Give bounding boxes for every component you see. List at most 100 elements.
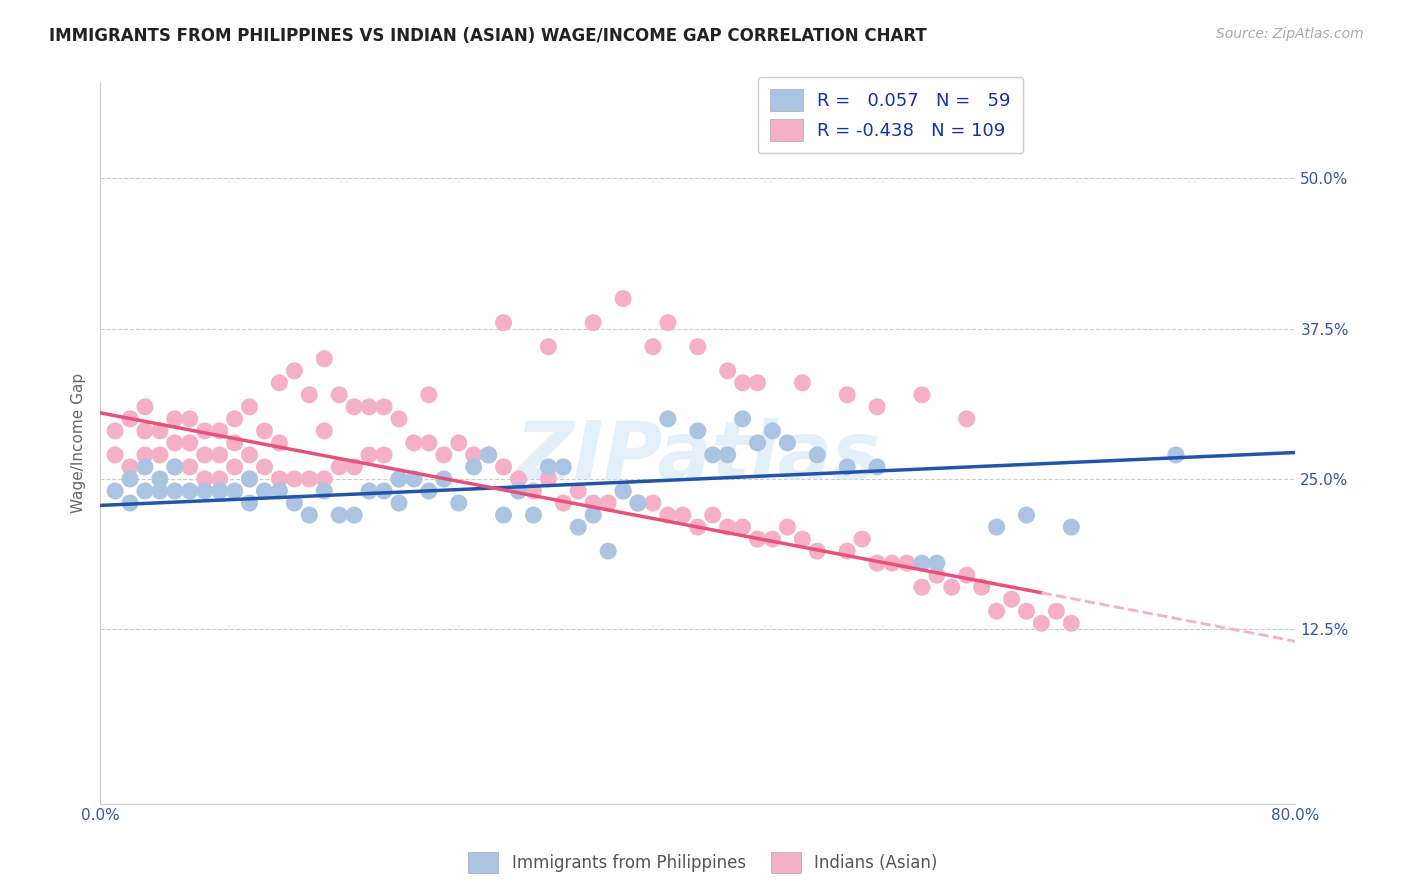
Point (104, 424, 127, 438)
Point (806, 448, 828, 462)
Point (672, 508, 695, 522)
Point (179, 459, 201, 474)
Point (238, 496, 260, 510)
Point (224, 412, 246, 426)
Point (612, 483, 634, 498)
Point (418, 388, 440, 402)
Text: Source: ZipAtlas.com: Source: ZipAtlas.com (1216, 27, 1364, 41)
Point (134, 483, 156, 498)
Point (208, 448, 231, 462)
Point (269, 376, 291, 390)
Point (657, 316, 679, 330)
Point (269, 483, 291, 498)
Point (433, 472, 456, 486)
Point (298, 508, 321, 522)
Point (627, 496, 650, 510)
Point (463, 448, 485, 462)
Point (163, 459, 186, 474)
Point (283, 496, 305, 510)
Point (238, 400, 260, 414)
Point (253, 483, 276, 498)
Point (224, 483, 246, 498)
Point (537, 472, 560, 486)
Point (837, 388, 859, 402)
Point (582, 508, 605, 522)
Point (104, 483, 127, 498)
Point (686, 520, 709, 534)
Point (776, 436, 799, 450)
Point (582, 316, 605, 330)
Point (179, 483, 201, 498)
Point (149, 448, 172, 462)
Point (747, 532, 769, 546)
Point (134, 424, 156, 438)
Point (731, 520, 754, 534)
Point (956, 412, 979, 426)
Point (118, 412, 141, 426)
Point (194, 424, 217, 438)
Point (747, 376, 769, 390)
Text: ZIPatlas: ZIPatlas (515, 418, 880, 496)
Point (343, 459, 366, 474)
Legend: R =   0.057   N =   59, R = -0.438   N = 109: R = 0.057 N = 59, R = -0.438 N = 109 (758, 77, 1024, 153)
Point (478, 448, 501, 462)
Point (463, 459, 485, 474)
Point (163, 436, 186, 450)
Point (911, 388, 934, 402)
Point (567, 483, 589, 498)
Point (359, 483, 381, 498)
Point (896, 556, 918, 570)
Point (149, 424, 172, 438)
Point (537, 340, 560, 354)
Point (269, 436, 291, 450)
Point (508, 483, 530, 498)
Y-axis label: Wage/Income Gap: Wage/Income Gap (72, 373, 86, 513)
Point (402, 472, 425, 486)
Point (134, 459, 156, 474)
Point (298, 472, 321, 486)
Point (194, 483, 217, 498)
Point (792, 532, 814, 546)
Point (1045, 604, 1067, 618)
Point (224, 436, 246, 450)
Point (343, 400, 366, 414)
Point (1164, 448, 1187, 462)
Point (134, 400, 156, 414)
Point (641, 340, 664, 354)
Point (1015, 604, 1038, 618)
Point (373, 448, 395, 462)
Point (866, 400, 889, 414)
Point (194, 472, 217, 486)
Point (418, 483, 440, 498)
Point (253, 424, 276, 438)
Point (522, 508, 544, 522)
Point (986, 604, 1008, 618)
Point (298, 388, 321, 402)
Point (478, 448, 501, 462)
Text: IMMIGRANTS FROM PHILIPPINES VS INDIAN (ASIAN) WAGE/INCOME GAP CORRELATION CHART: IMMIGRANTS FROM PHILIPPINES VS INDIAN (A… (49, 27, 927, 45)
Point (343, 508, 366, 522)
Legend: Immigrants from Philippines, Indians (Asian): Immigrants from Philippines, Indians (As… (461, 846, 945, 880)
Point (731, 376, 754, 390)
Point (717, 520, 740, 534)
Point (134, 448, 156, 462)
Point (1060, 520, 1083, 534)
Point (837, 459, 859, 474)
Point (970, 580, 993, 594)
Point (492, 459, 515, 474)
Point (314, 424, 336, 438)
Point (941, 580, 963, 594)
Point (598, 496, 620, 510)
Point (911, 556, 934, 570)
Point (149, 472, 172, 486)
Point (657, 412, 679, 426)
Point (925, 556, 948, 570)
Point (208, 472, 231, 486)
Point (761, 532, 783, 546)
Point (373, 400, 395, 414)
Point (314, 483, 336, 498)
Point (1031, 616, 1053, 631)
Point (388, 472, 411, 486)
Point (761, 424, 783, 438)
Point (792, 376, 814, 390)
